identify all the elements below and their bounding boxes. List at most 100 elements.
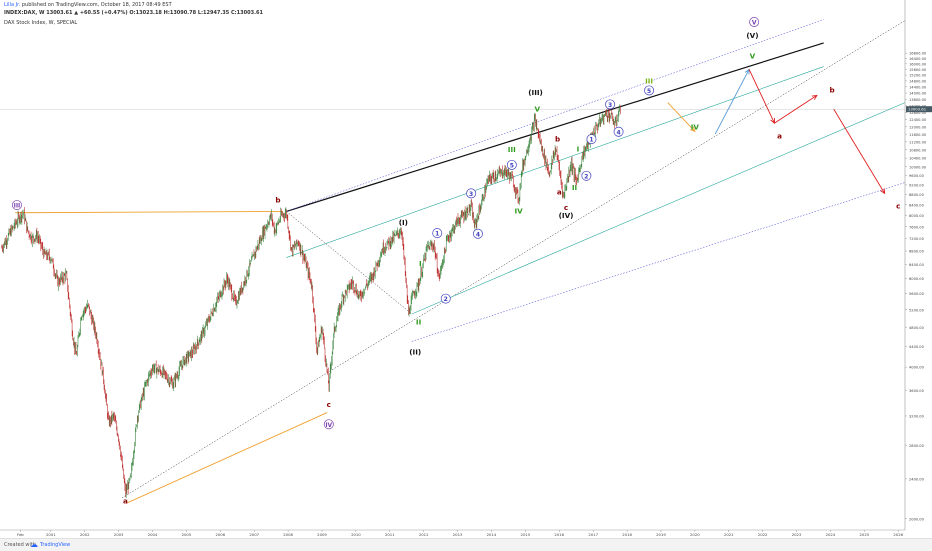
last-price-tag xyxy=(906,106,932,113)
wave-label: a xyxy=(777,131,782,140)
wave-label: b xyxy=(555,134,560,143)
y-tick-label: 9200.00 xyxy=(909,183,925,187)
wave-label-circle xyxy=(644,85,655,96)
arrowhead xyxy=(880,188,886,195)
wave-label: (I) xyxy=(399,218,408,227)
x-tick-label: 2005 xyxy=(182,532,192,537)
wave-label-circle xyxy=(432,228,443,239)
wave-label: 1 xyxy=(435,231,439,238)
wave-label: III xyxy=(508,145,516,154)
y-tick-label: 5600.00 xyxy=(909,292,925,296)
x-tick-label: 2007 xyxy=(249,532,259,537)
y-tick-label: 2000.00 xyxy=(909,517,925,521)
arrow-red xyxy=(774,95,818,124)
x-tick-label: 2018 xyxy=(622,532,632,537)
wave-label-circle xyxy=(323,419,334,430)
wave-label: (IV) xyxy=(559,211,574,220)
wave-label: 1 xyxy=(589,137,593,144)
wave-label: a xyxy=(123,497,128,506)
y-tick-label: 15200.00 xyxy=(909,74,927,78)
wave-label: c xyxy=(896,201,900,210)
wave-label: 3 xyxy=(608,102,612,109)
wave-label: IV xyxy=(514,206,523,215)
line-black-dotted xyxy=(286,211,412,315)
x-tick-label: 2024 xyxy=(826,532,836,537)
y-tick-label: 3600.00 xyxy=(909,389,925,393)
wave-label-circle xyxy=(749,17,760,27)
y-tick-label: 15600.00 xyxy=(909,68,927,72)
wave-label: (V) xyxy=(746,31,758,40)
wave-label-circle xyxy=(466,188,477,199)
x-tick-label: 2010 xyxy=(351,532,361,537)
trendline-black xyxy=(286,42,824,212)
y-tick-label: 14400.00 xyxy=(909,85,927,89)
y-tick-label: 10400.00 xyxy=(909,157,927,161)
y-tick-label: 7200.00 xyxy=(909,237,925,241)
y-tick-label: 13600.00 xyxy=(909,98,927,102)
y-tick-label: 10000.00 xyxy=(909,165,927,169)
y-tick-label: 8000.00 xyxy=(909,214,925,218)
wave-label: V xyxy=(534,104,540,113)
footer-created-text: Created with xyxy=(4,542,36,548)
wave-label: 2 xyxy=(444,296,448,303)
wave-label: II xyxy=(572,183,578,192)
x-tick-label: 2003 xyxy=(114,532,124,537)
wave-label-circle xyxy=(506,159,517,170)
x-tick-label: 2021 xyxy=(724,532,734,537)
x-tick-label: 2009 xyxy=(317,532,327,537)
wave-label-circle xyxy=(613,126,624,137)
x-tick-label: 2020 xyxy=(690,532,700,537)
channel-blue-dotted xyxy=(286,19,824,212)
axes: 2000.00 2400.00 2800.00 3200.00 3600.00 4000.… xyxy=(0,0,932,537)
x-tick-label: 2025 xyxy=(859,532,869,537)
y-tick-label: 5200.00 xyxy=(909,308,925,312)
x-tick-label: 2012 xyxy=(419,532,429,537)
x-tick-label: 2015 xyxy=(521,532,531,537)
channel-green xyxy=(411,102,906,315)
annotation-lines xyxy=(15,19,906,504)
y-tick-label: 12000.00 xyxy=(909,125,927,129)
plot-area xyxy=(0,0,932,538)
wave-label: V xyxy=(752,20,757,27)
arrow-orange xyxy=(667,102,696,132)
x-tick-label: 2019 xyxy=(656,532,666,537)
dax-weekly-chart[interactable]: IIIabcIV(I)III(II)12345IIIIV(III)Vbac(IV… xyxy=(0,0,932,538)
y-tick-label: 14800.00 xyxy=(909,79,927,83)
tradingview-logo-icon: ☁ xyxy=(30,540,38,549)
y-tick-label: 6400.00 xyxy=(909,263,925,267)
wave-label: 4 xyxy=(476,231,480,238)
wave-label: (II) xyxy=(409,347,421,356)
y-tick-label: 4000.00 xyxy=(909,366,925,370)
y-tick-label: 16800.00 xyxy=(909,52,927,56)
y-tick-label: 10800.00 xyxy=(909,148,927,152)
publish-line: Lilla Jr. published on TradingView.com, … xyxy=(4,2,172,8)
wave-label: IV xyxy=(325,422,332,429)
x-tick-label: 2026 xyxy=(893,532,903,537)
x-tick-label: Feb xyxy=(17,532,24,537)
channel-blue-dotted xyxy=(411,182,906,342)
wave-label-circle xyxy=(586,134,597,145)
author-link[interactable]: Lilla Jr. xyxy=(4,2,21,8)
footer-brand[interactable]: TradingView xyxy=(40,542,71,548)
study-title: DAX Stock Index, W, SPECIAL xyxy=(4,20,78,26)
symbol-line: INDEX:DAX, W 13003.61 ▲ +60.55 (+0.47%) … xyxy=(4,10,263,16)
y-tick-label: 7600.00 xyxy=(909,225,925,229)
y-tick-label: 6800.00 xyxy=(909,250,925,254)
wave-label-circle xyxy=(472,228,483,239)
y-tick-label: 8400.00 xyxy=(909,203,925,207)
y-tick-label: 2800.00 xyxy=(909,444,925,448)
y-tick-label: 8800.00 xyxy=(909,193,925,197)
wave-label: c xyxy=(564,203,568,212)
wave-label-circle xyxy=(440,293,451,304)
y-tick-label: 4400.00 xyxy=(909,345,925,349)
y-tick-label: 14000.00 xyxy=(909,92,927,96)
line-orange xyxy=(126,412,328,504)
wave-label: IV xyxy=(691,123,700,132)
price-series xyxy=(1,104,621,498)
last-price-label: 13003.61 xyxy=(908,107,927,112)
x-tick-label: 2013 xyxy=(453,532,463,537)
y-tick-label: 16000.00 xyxy=(909,62,927,66)
y-tick-label: 12800.00 xyxy=(909,111,927,115)
x-tick-label: 2006 xyxy=(215,532,225,537)
x-tick-label: 2001 xyxy=(46,532,56,537)
